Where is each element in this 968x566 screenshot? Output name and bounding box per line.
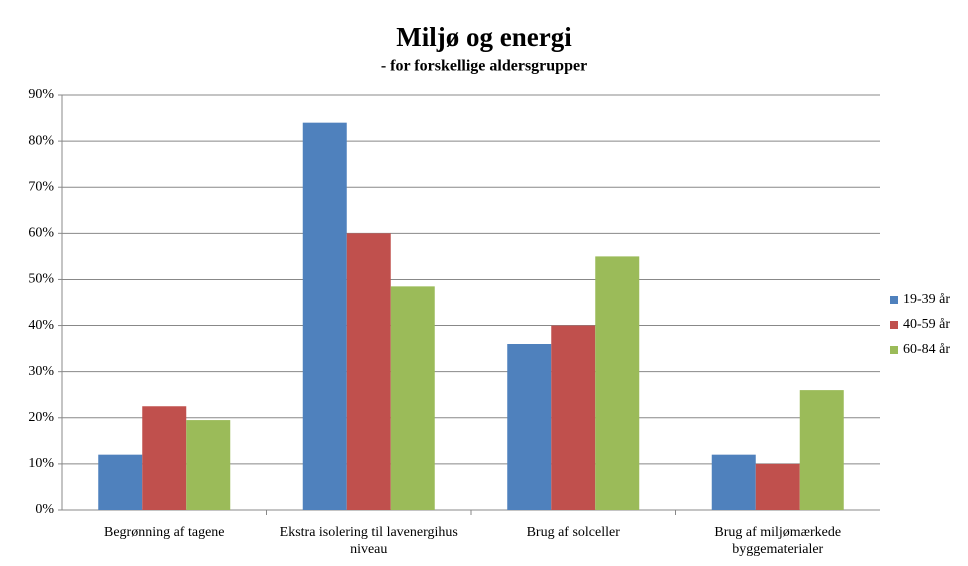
bar	[711, 454, 756, 510]
legend-label: 19-39 år	[903, 292, 950, 307]
x-tick-label: Brug af miljømærkede byggematerialer	[714, 525, 842, 557]
legend-swatch	[890, 346, 898, 354]
bar	[551, 325, 596, 510]
bar	[186, 420, 231, 510]
x-tick-label: Begrønning af tagene	[103, 525, 225, 540]
y-tick-label: 20%	[28, 410, 54, 425]
bar	[390, 286, 435, 510]
x-tick-label: Brug af solceller	[526, 525, 620, 540]
bar	[755, 463, 800, 510]
y-tick-label: 30%	[28, 364, 54, 379]
y-tick-label: 80%	[28, 133, 54, 148]
legend-swatch	[890, 296, 898, 304]
x-tick-label: Ekstra isolering til lavenergihus niveau	[279, 525, 458, 557]
bar	[507, 344, 552, 510]
chart-subtitle: - for forskellige aldersgrupper	[381, 58, 587, 75]
y-tick-label: 40%	[28, 318, 54, 333]
chart-title: Miljø og energi	[396, 22, 572, 52]
bar	[98, 454, 143, 510]
bar	[142, 406, 187, 510]
bar	[595, 256, 640, 510]
legend-label: 40-59 år	[903, 317, 950, 332]
legend-swatch	[890, 321, 898, 329]
y-tick-label: 90%	[28, 87, 54, 102]
bar	[799, 390, 844, 510]
bar	[302, 122, 347, 511]
y-tick-label: 50%	[28, 272, 54, 287]
legend-label: 60-84 år	[903, 342, 950, 357]
bar	[346, 233, 391, 511]
y-tick-label: 70%	[28, 179, 54, 194]
y-tick-label: 0%	[35, 502, 54, 517]
y-tick-label: 60%	[28, 226, 54, 241]
y-tick-label: 10%	[28, 456, 54, 471]
